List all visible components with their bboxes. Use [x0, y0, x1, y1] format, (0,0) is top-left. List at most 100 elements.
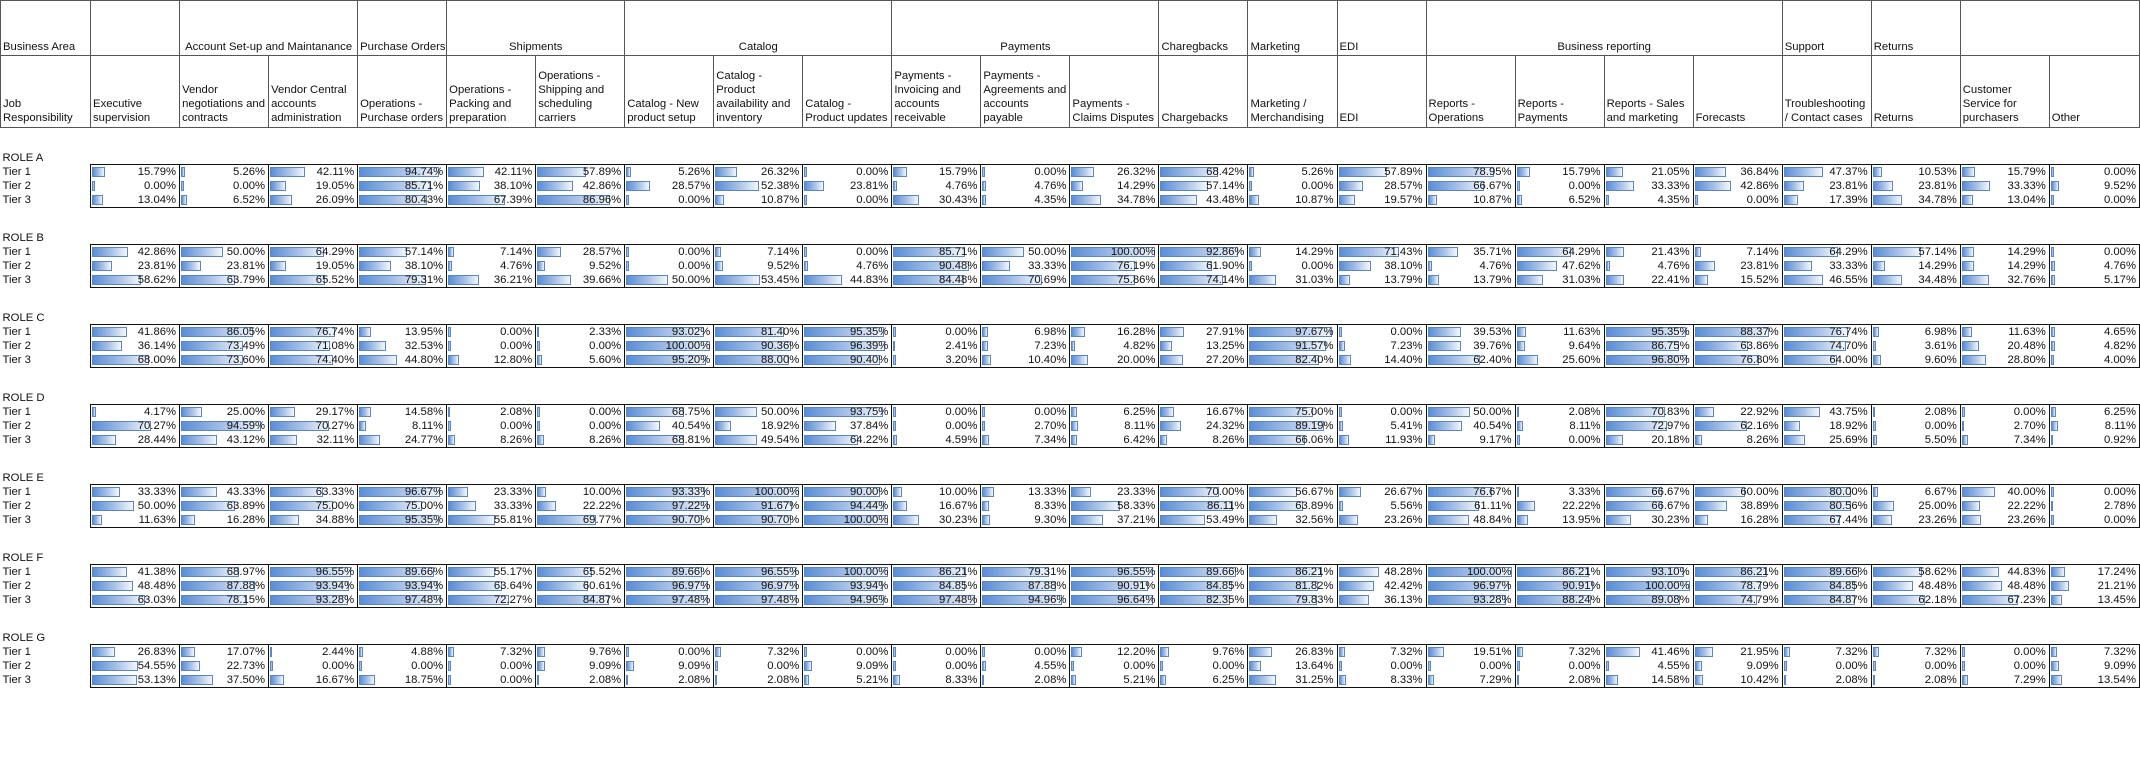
- percent-cell: 2.08%: [624, 673, 715, 688]
- data-bar: [893, 407, 897, 417]
- percent-value: 43.75%: [1829, 406, 1868, 418]
- percent-cell: 25.00%: [179, 404, 270, 419]
- data-bar: [1071, 487, 1091, 497]
- percent-cell: 86.05%: [179, 324, 270, 339]
- data-bar: [1516, 501, 1536, 511]
- data-bar: [715, 327, 784, 337]
- percent-cell: 4.76%: [891, 179, 982, 193]
- data-bar: [893, 195, 919, 205]
- percent-value: 23.26%: [1918, 514, 1957, 526]
- percent-value: 2.08%: [1835, 674, 1868, 686]
- percent-value: 23.33%: [493, 486, 533, 498]
- data-bar: [1516, 181, 1520, 191]
- data-bar: [1427, 647, 1444, 657]
- percent-cell: 96.64%: [1069, 593, 1160, 608]
- percent-cell: 4.00%: [2048, 353, 2140, 368]
- data-bar: [1516, 407, 1519, 417]
- data-bar: [270, 515, 300, 525]
- percent-cell: 0.00%: [446, 324, 537, 339]
- percent-cell: 93.94%: [357, 579, 448, 593]
- data-bar: [893, 647, 897, 657]
- tier-label: Tier 2: [2, 420, 31, 432]
- percent-cell: 39.66%: [535, 273, 626, 288]
- percent-value: 0.00%: [411, 660, 444, 672]
- data-bar: [1694, 261, 1715, 271]
- data-bar: [1872, 515, 1893, 525]
- percent-cell: 89.19%: [1247, 419, 1338, 433]
- percent-cell: 65.52%: [535, 564, 626, 579]
- business-area-header: Account Set-up and Maintanance: [179, 0, 358, 56]
- data-bar: [1605, 195, 1610, 205]
- percent-cell: 66.67%: [1425, 179, 1516, 193]
- data-bar: [1427, 675, 1434, 685]
- data-bar: [893, 275, 965, 285]
- data-bar: [1783, 647, 1790, 657]
- data-bar: [804, 275, 842, 285]
- column-header: Payments - Agreements and accounts payab…: [980, 55, 1070, 128]
- percent-value: 63.33%: [315, 486, 355, 498]
- percent-value: 41.38%: [137, 566, 177, 578]
- percent-cell: 14.29%: [1959, 259, 2050, 273]
- table-row: Tier 3 28.44% 43.12% 32.11% 24.77% 8.26% 8.26%…: [1, 433, 2140, 448]
- percent-cell: 12.80%: [446, 353, 537, 368]
- percent-cell: 7.32%: [1781, 644, 1872, 659]
- percent-value: 9.09%: [856, 660, 889, 672]
- percent-value: 9.17%: [1479, 434, 1512, 446]
- data-bar: [1783, 435, 1806, 445]
- percent-value: 44.80%: [404, 354, 444, 366]
- data-bar: [1694, 647, 1714, 657]
- percent-cell: 23.81%: [1870, 179, 1961, 193]
- data-bar: [715, 275, 761, 285]
- data-bar: [1160, 567, 1236, 577]
- percent-cell: 68.42%: [1158, 164, 1249, 179]
- percent-cell: 43.48%: [1158, 193, 1249, 208]
- data-bar: [1249, 195, 1259, 205]
- percent-value: 8.11%: [411, 420, 444, 432]
- data-bar: [1071, 327, 1086, 337]
- percent-value: 25.69%: [1829, 434, 1868, 446]
- percent-cell: 42.11%: [446, 164, 537, 179]
- percent-value: 82.35%: [1206, 594, 1245, 606]
- data-bar: [270, 661, 274, 671]
- percent-cell: 90.70%: [713, 513, 804, 528]
- business-area-header: Support: [1781, 0, 1872, 56]
- percent-cell: 47.62%: [1514, 259, 1605, 273]
- data-bar: [2050, 421, 2058, 431]
- percent-cell: 0.00%: [802, 164, 893, 179]
- percent-value: 6.98%: [1924, 326, 1957, 338]
- data-bar: [1961, 515, 1982, 525]
- percent-cell: 79.31%: [980, 564, 1071, 579]
- percent-cell: 0.00%: [2048, 484, 2140, 499]
- percent-cell: 86.21%: [1692, 564, 1783, 579]
- table-row: Tier 1 42.86% 50.00% 64.29% 57.14% 7.14% 28.57…: [1, 244, 2140, 259]
- percent-cell: 78.79%: [1692, 579, 1783, 593]
- data-bar: [1071, 567, 1153, 577]
- percent-value: 89.08%: [1651, 594, 1690, 606]
- data-bar: [270, 435, 298, 445]
- percent-cell: 2.70%: [980, 419, 1071, 433]
- data-bar: [626, 407, 684, 417]
- percent-value: 0.00%: [678, 246, 711, 258]
- data-bar: [1516, 675, 1519, 685]
- percent-value: 0.00%: [2013, 646, 2046, 658]
- data-bar: [2050, 195, 2054, 205]
- percent-value: 39.76%: [1473, 340, 1512, 352]
- percent-value: 0.00%: [1835, 660, 1868, 672]
- data-bar: [359, 181, 432, 191]
- percent-cell: 78.95%: [1425, 164, 1516, 179]
- percent-value: 93.75%: [850, 406, 889, 418]
- percent-cell: 46.55%: [1781, 273, 1872, 288]
- data-bar: [804, 501, 884, 511]
- data-bar: [1783, 421, 1800, 431]
- data-bar: [1961, 581, 2003, 591]
- percent-value: 13.79%: [1384, 274, 1423, 286]
- column-header: Operations - Packing and preparation: [446, 55, 536, 128]
- data-bar: [270, 261, 287, 271]
- data-bar: [181, 341, 243, 351]
- percent-value: 22.22%: [2007, 500, 2046, 512]
- data-bar: [92, 515, 102, 525]
- percent-cell: 48.48%: [90, 579, 181, 593]
- data-bar: [270, 327, 335, 337]
- percent-value: 18.75%: [404, 674, 444, 686]
- percent-value: 13.95%: [404, 326, 444, 338]
